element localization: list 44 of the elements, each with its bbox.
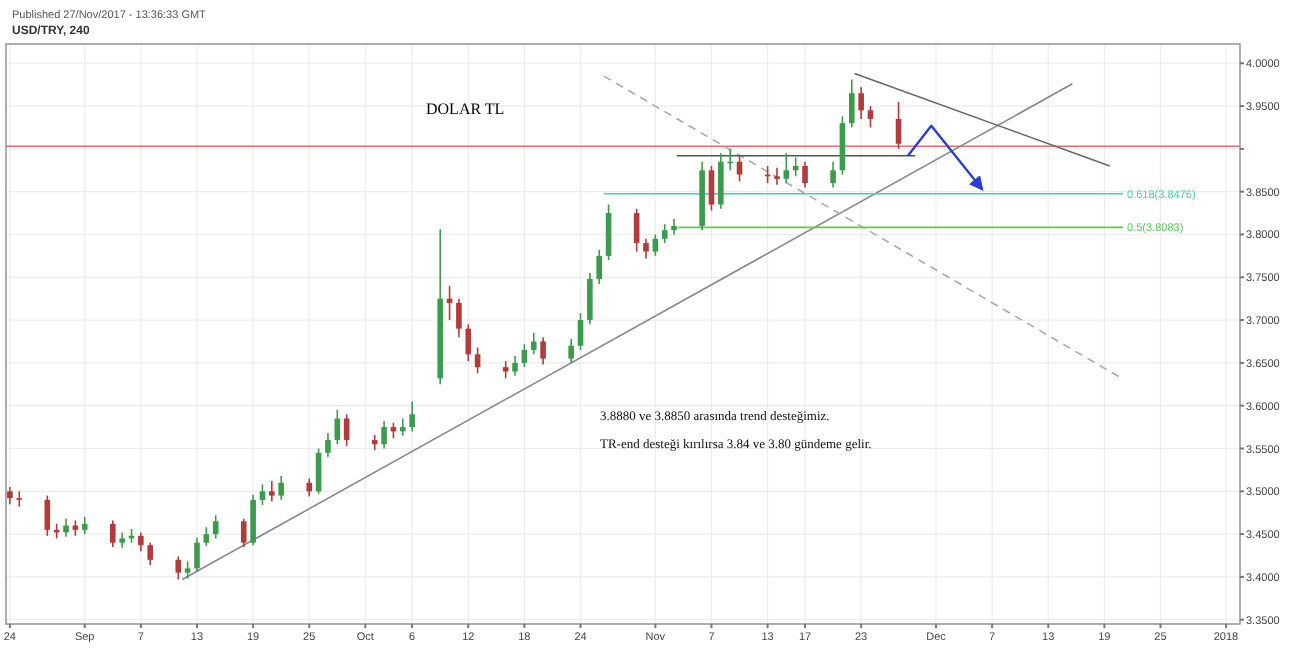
- candlestick: [269, 480, 275, 503]
- candlestick: [736, 154, 743, 183]
- candlestick: [530, 332, 537, 356]
- candlestick: [605, 203, 612, 261]
- candlestick: [708, 165, 715, 212]
- candlestick: [830, 160, 836, 189]
- candlestick: [465, 323, 472, 362]
- candlestick: [848, 78, 855, 129]
- candlestick: [652, 233, 659, 257]
- candlestick: [895, 100, 902, 150]
- candlestick: [278, 475, 284, 501]
- candlestick: [250, 493, 256, 547]
- candlestick: [577, 312, 584, 351]
- candlestick: [540, 336, 546, 366]
- candlestick: [259, 483, 266, 506]
- candlestick: [521, 343, 528, 368]
- candlestick: [194, 536, 200, 573]
- candlestick: [802, 160, 808, 189]
- candlestick: [147, 541, 154, 566]
- candlestick: [596, 249, 603, 285]
- candlestick: [109, 519, 116, 548]
- candlestick: [456, 297, 462, 339]
- candlestick: [240, 517, 247, 548]
- candlestick: [212, 514, 219, 540]
- candlestick: [867, 105, 874, 129]
- candlestick: [138, 531, 144, 553]
- candlestick: [325, 432, 331, 458]
- candlestick: [587, 272, 593, 326]
- candlestick: [858, 86, 864, 120]
- candlestick: [783, 152, 790, 184]
- candlestick: [661, 223, 668, 244]
- candlestick: [474, 346, 481, 374]
- candlestick: [381, 420, 387, 450]
- candlestick: [409, 400, 415, 433]
- candlestick: [175, 555, 182, 581]
- candlestick: [399, 417, 406, 437]
- candlestick: [643, 237, 649, 260]
- candlestick: [568, 338, 574, 364]
- candlestick: [16, 490, 23, 508]
- candlestick: [774, 166, 780, 186]
- candlestick: [203, 526, 210, 547]
- candlestick: [512, 355, 518, 377]
- candlestick: [334, 409, 341, 446]
- text: DOLAR TL: [426, 100, 505, 118]
